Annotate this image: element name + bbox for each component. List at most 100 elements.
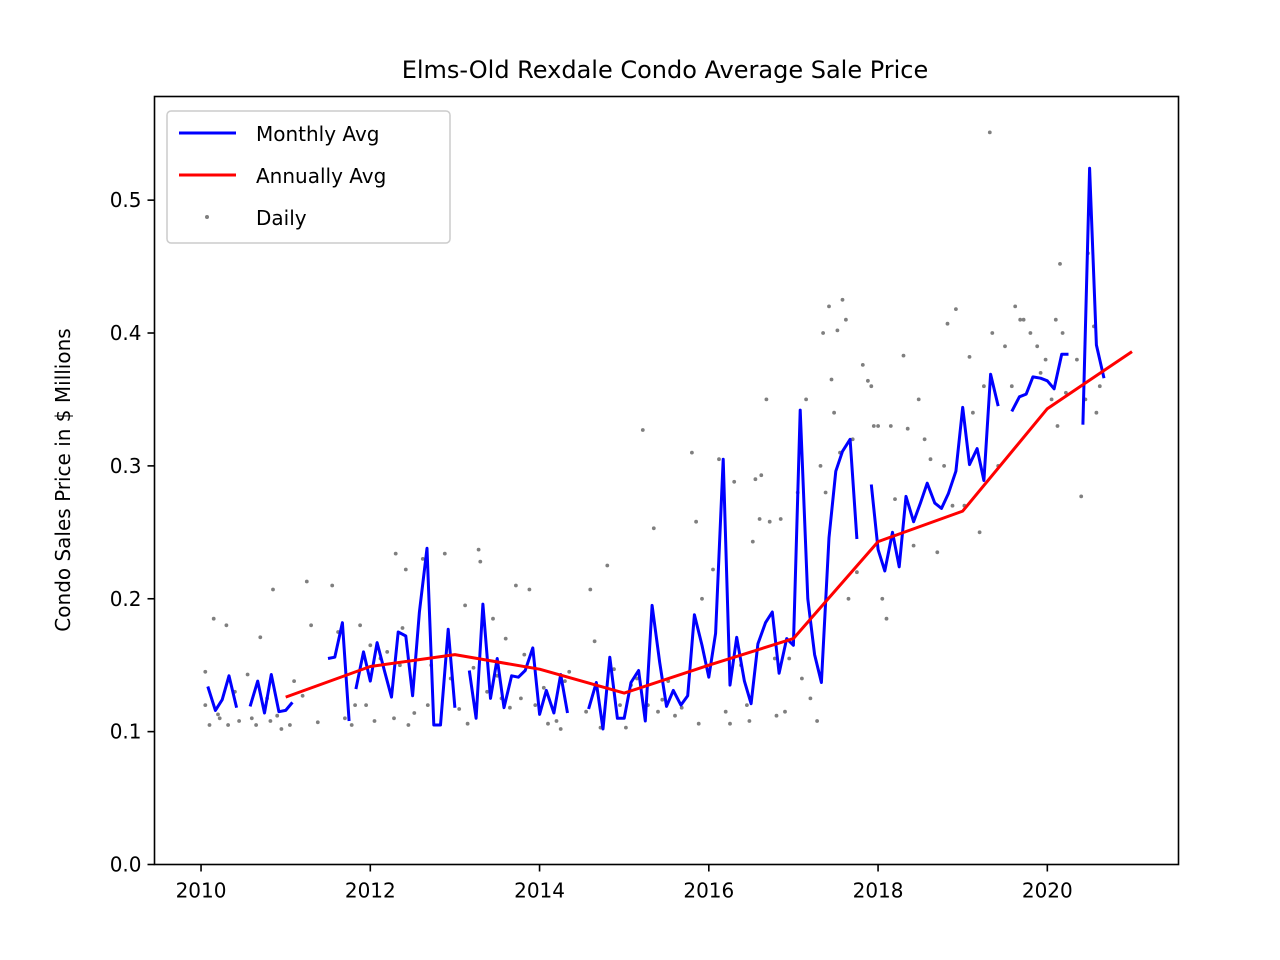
daily-point [546, 721, 550, 726]
y-tick-label: 0.2 [110, 587, 142, 611]
daily-point [696, 721, 701, 726]
daily-point [279, 727, 284, 731]
legend-daily-label: Daily [256, 206, 307, 230]
plot-frame [153, 95, 1180, 866]
daily-point [392, 716, 396, 721]
daily-point [309, 623, 313, 628]
daily-point [651, 526, 656, 531]
daily-point [750, 539, 755, 544]
daily-point [292, 679, 296, 683]
daily-point [893, 497, 897, 501]
daily-point [217, 716, 222, 721]
daily-point [855, 570, 859, 575]
daily-point [815, 719, 819, 723]
daily-point [905, 426, 910, 431]
daily-point [1018, 317, 1023, 322]
daily-point [533, 703, 538, 707]
daily-point [764, 397, 769, 402]
daily-point [478, 559, 483, 564]
daily-point [732, 479, 737, 484]
daily-point [216, 712, 220, 717]
monthly-avg-line [354, 546, 457, 727]
daily-point [275, 713, 280, 718]
daily-point [1079, 494, 1084, 499]
monthly-avg-line [327, 621, 351, 722]
daily-point [226, 723, 231, 727]
daily-point [353, 703, 357, 707]
y-tick-label: 0.4 [110, 321, 142, 345]
daily-point [1009, 384, 1014, 389]
daily-point [787, 656, 792, 661]
daily-point [928, 457, 933, 462]
daily-point [916, 397, 921, 402]
daily-point [866, 378, 870, 383]
daily-point [491, 616, 495, 621]
daily-point [922, 437, 927, 442]
daily-point [508, 705, 512, 710]
daily-point [700, 596, 704, 601]
daily-point [987, 130, 992, 135]
daily-point [584, 709, 588, 714]
daily-point [1043, 357, 1048, 362]
daily-point [778, 517, 783, 521]
daily-point [679, 705, 684, 710]
daily-point [1003, 344, 1007, 349]
daily-point [640, 428, 645, 432]
daily-point [420, 557, 425, 561]
daily-point [315, 720, 320, 725]
daily-point [398, 663, 402, 668]
daily-point [860, 363, 865, 367]
x-tick-label: 2016 [683, 879, 734, 903]
y-tick-label: 0.0 [110, 853, 142, 877]
daily-point [304, 579, 309, 584]
daily-point [519, 696, 523, 701]
legend-box [166, 110, 451, 244]
daily-point [880, 596, 885, 601]
daily-point [823, 490, 828, 495]
daily-point [403, 567, 408, 572]
daily-point [804, 397, 808, 402]
daily-point [1028, 331, 1033, 335]
daily-point [554, 719, 559, 723]
daily-point [372, 719, 377, 723]
daily-point [876, 424, 880, 428]
x-tick-label: 2010 [176, 879, 227, 903]
x-tick-label: 2020 [1022, 879, 1073, 903]
daily-point [844, 317, 848, 322]
chart-title: Elms-Old Rexdale Condo Average Sale Pric… [402, 56, 929, 84]
daily-point [612, 667, 616, 672]
y-tick-label: 0.5 [110, 188, 142, 212]
x-tick-label: 2012 [345, 879, 396, 903]
daily-point [522, 652, 527, 657]
daily-point [1058, 262, 1062, 266]
daily-point [808, 696, 813, 701]
daily-point [835, 328, 840, 333]
daily-point [728, 721, 732, 726]
daily-point [393, 551, 398, 556]
daily-point [476, 547, 481, 552]
daily-point [541, 685, 546, 690]
legend-daily-swatch [205, 215, 209, 219]
daily-point [942, 464, 946, 468]
daily-point [203, 669, 208, 674]
daily-point [827, 304, 831, 309]
daily-point [660, 697, 665, 702]
daily-point [1075, 357, 1079, 362]
daily-point [457, 707, 462, 711]
daily-point [203, 703, 208, 707]
daily-point [563, 679, 567, 683]
daily-point [911, 543, 916, 548]
monthly-avg-line [206, 674, 239, 712]
annual-avg-line [285, 350, 1133, 699]
daily-point [258, 635, 263, 640]
daily-point [1060, 331, 1065, 335]
daily-point [888, 424, 893, 428]
legend-monthly-label: Monthly Avg [256, 122, 379, 146]
daily-point [485, 689, 489, 694]
monthly-avg-line [869, 372, 1000, 573]
daily-point [503, 636, 508, 641]
daily-point [471, 665, 476, 670]
daily-point [818, 464, 823, 468]
daily-point [237, 719, 242, 723]
daily-point [767, 519, 772, 524]
